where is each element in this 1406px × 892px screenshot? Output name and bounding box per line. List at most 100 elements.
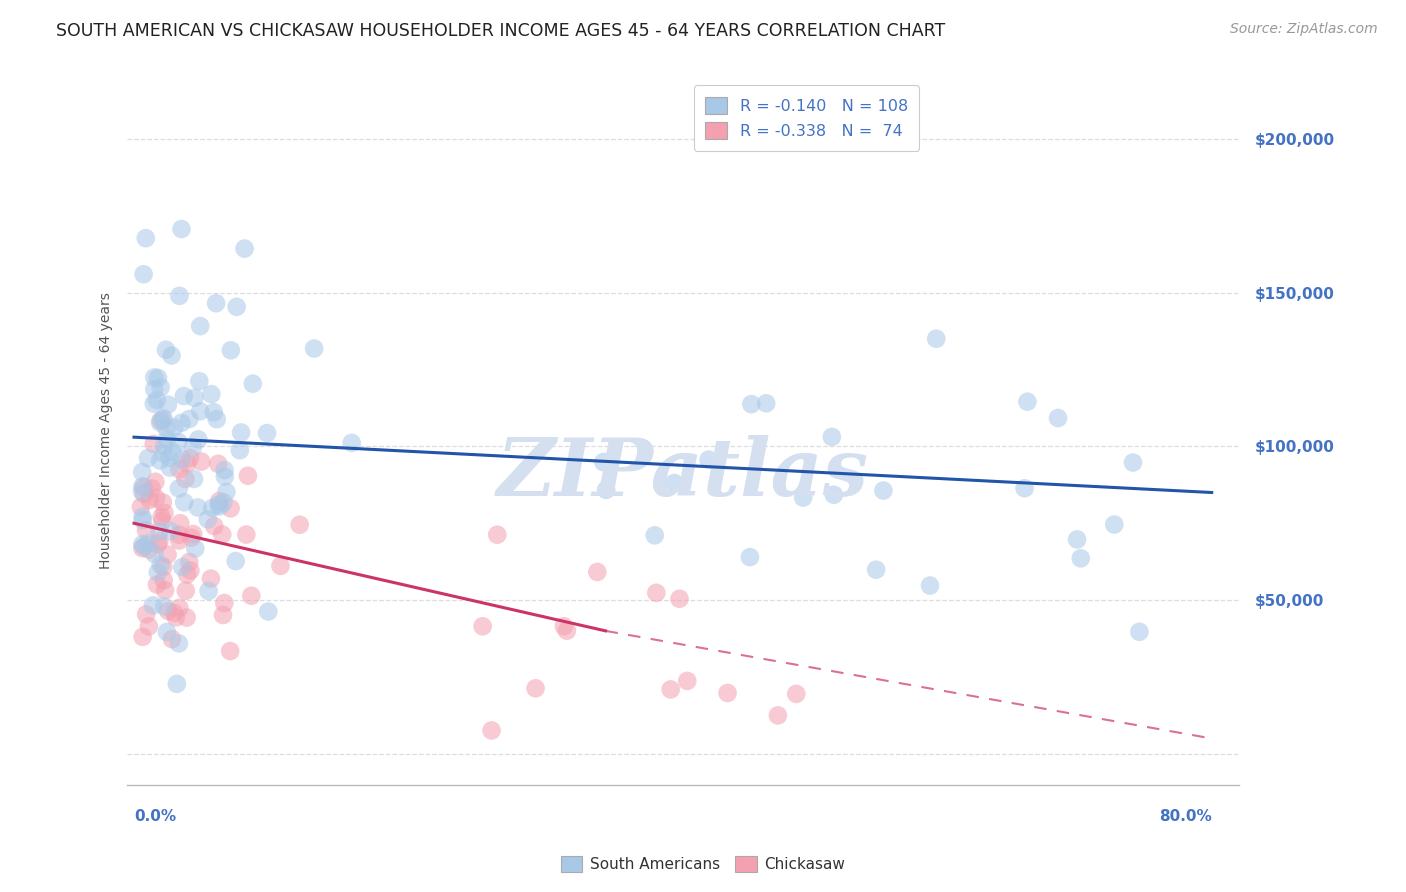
Point (146, 566, 169, 580)
Point (167, 533, 190, 548)
Point (200, 572, 222, 586)
Point (142, 599, 165, 613)
Point (645, 586, 668, 600)
Point (212, 495, 235, 509)
Point (138, 619, 160, 633)
Point (159, 460, 181, 475)
Y-axis label: Householder Income Ages 45 - 64 years: Householder Income Ages 45 - 64 years (100, 293, 114, 569)
Point (188, 319, 211, 334)
Point (925, 332, 948, 346)
Point (823, 488, 845, 502)
Point (159, 450, 181, 465)
Point (190, 455, 212, 469)
Point (208, 494, 231, 508)
Point (1128, 624, 1150, 639)
Point (233, 242, 256, 256)
Point (132, 480, 155, 494)
Point (131, 541, 153, 556)
Point (586, 565, 609, 579)
Point (738, 550, 761, 565)
Point (187, 433, 209, 447)
Point (201, 500, 224, 515)
Point (197, 584, 219, 599)
Point (235, 527, 257, 541)
Point (184, 541, 207, 556)
Point (152, 560, 174, 574)
Point (167, 636, 190, 650)
Point (148, 524, 170, 539)
Point (146, 537, 169, 551)
Point (269, 558, 291, 573)
Point (205, 412, 228, 426)
Point (167, 481, 190, 495)
Point (173, 389, 195, 403)
Point (150, 509, 173, 524)
Point (202, 405, 225, 419)
Point (188, 404, 211, 418)
Point (214, 596, 236, 610)
Point (163, 606, 186, 620)
Point (595, 483, 617, 497)
Point (132, 487, 155, 501)
Text: 0.0%: 0.0% (134, 809, 176, 824)
Point (1122, 456, 1144, 470)
Point (156, 625, 179, 640)
Point (143, 547, 166, 561)
Point (181, 441, 204, 455)
Point (176, 457, 198, 471)
Point (257, 605, 280, 619)
Point (176, 567, 198, 582)
Point (159, 524, 181, 538)
Point (153, 439, 176, 453)
Point (167, 527, 190, 541)
Point (174, 583, 197, 598)
Point (146, 393, 169, 408)
Point (918, 578, 941, 592)
Point (135, 607, 157, 622)
Point (149, 558, 172, 572)
Point (181, 527, 204, 541)
Point (156, 548, 179, 562)
Point (697, 452, 720, 467)
Point (471, 619, 494, 633)
Point (481, 723, 503, 738)
Point (202, 519, 225, 533)
Point (142, 396, 165, 410)
Point (135, 231, 157, 245)
Point (152, 411, 174, 425)
Point (145, 491, 167, 506)
Point (150, 514, 173, 528)
Point (288, 517, 311, 532)
Point (132, 513, 155, 527)
Point (169, 289, 191, 303)
Legend: South Americans, Chickasaw: South Americans, Chickasaw (553, 848, 853, 880)
Point (785, 687, 807, 701)
Point (219, 644, 242, 658)
Point (149, 380, 172, 394)
Point (225, 554, 247, 568)
Point (179, 563, 201, 577)
Point (176, 610, 198, 624)
Point (183, 391, 205, 405)
Point (152, 495, 174, 509)
Point (676, 673, 699, 688)
Point (131, 510, 153, 524)
Point (225, 300, 247, 314)
Point (132, 267, 155, 281)
Point (205, 296, 228, 310)
Point (160, 632, 183, 646)
Text: SOUTH AMERICAN VS CHICKASAW HOUSEHOLDER INCOME AGES 45 - 64 YEARS CORRELATION CH: SOUTH AMERICAN VS CHICKASAW HOUSEHOLDER … (56, 22, 945, 40)
Point (152, 574, 174, 588)
Point (160, 349, 183, 363)
Point (166, 677, 188, 691)
Point (755, 396, 778, 410)
Point (163, 420, 186, 434)
Point (172, 560, 194, 574)
Point (148, 534, 170, 549)
Point (149, 453, 172, 467)
Point (208, 500, 231, 514)
Point (131, 484, 153, 499)
Point (207, 498, 229, 512)
Point (152, 413, 174, 427)
Point (200, 387, 222, 401)
